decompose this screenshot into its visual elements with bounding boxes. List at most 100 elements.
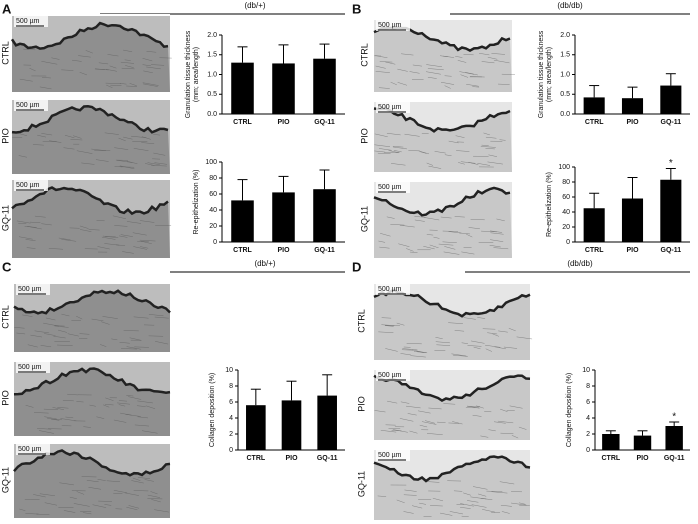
y-tick-label: 2 — [586, 431, 590, 438]
bar — [660, 179, 682, 242]
texture — [378, 148, 392, 151]
texture — [404, 133, 420, 137]
texture — [120, 234, 133, 237]
texture — [377, 495, 387, 497]
texture — [448, 322, 463, 324]
x-tick-label: CTRL — [246, 455, 265, 462]
texture — [146, 66, 161, 70]
texture — [119, 235, 128, 238]
texture — [128, 505, 140, 509]
tissue — [12, 23, 170, 93]
texture — [471, 504, 487, 508]
texture — [468, 162, 479, 165]
texture — [429, 244, 439, 249]
texture — [485, 136, 497, 139]
texture — [37, 428, 52, 430]
y-tick-label: 80 — [209, 175, 217, 182]
texture — [34, 215, 46, 218]
texture — [375, 71, 390, 73]
x-tick-label: CTRL — [585, 247, 604, 254]
texture — [427, 481, 440, 483]
texture — [500, 504, 512, 507]
texture — [92, 504, 107, 508]
texture — [141, 142, 155, 145]
texture — [106, 84, 113, 88]
texture — [144, 479, 154, 482]
y-axis-label: Granulation tissue thickness — [185, 30, 192, 118]
texture — [374, 410, 386, 413]
texture — [81, 162, 95, 165]
texture — [29, 221, 41, 223]
texture — [153, 152, 166, 156]
texture — [448, 140, 459, 144]
y-tick-label: 1.0 — [560, 71, 570, 78]
texture — [477, 163, 491, 166]
texture — [39, 86, 52, 90]
texture — [69, 496, 77, 499]
texture — [430, 505, 443, 507]
texture — [476, 405, 484, 409]
texture — [412, 64, 423, 67]
texture — [107, 54, 119, 57]
texture — [54, 325, 69, 328]
scale-label: 500 µm — [378, 104, 402, 111]
texture — [466, 233, 473, 238]
group-title: (db/db) — [557, 1, 583, 10]
texture — [19, 78, 33, 82]
texture — [40, 345, 52, 348]
texture — [444, 75, 452, 77]
texture — [461, 342, 468, 344]
bar — [313, 189, 336, 242]
texture — [489, 244, 501, 248]
texture — [393, 150, 402, 153]
epidermis — [13, 449, 171, 477]
texture — [435, 341, 450, 344]
texture — [105, 82, 121, 84]
tissue-sky — [374, 18, 512, 20]
y-tick-label: 60 — [562, 194, 570, 201]
texture — [459, 71, 475, 75]
texture — [142, 83, 158, 87]
texture — [119, 166, 135, 168]
y-axis-label: Collagen deposition (%) — [566, 373, 573, 447]
y-axis-label: Collagen deposition (%) — [209, 373, 216, 447]
scale-label: 500 µm — [16, 182, 40, 189]
texture — [133, 148, 149, 151]
texture — [497, 420, 514, 424]
bar — [660, 85, 682, 114]
y-tick-label: 10 — [582, 367, 590, 374]
texture — [374, 150, 386, 153]
texture — [436, 344, 451, 346]
scale-label: 500 µm — [378, 286, 402, 293]
texture — [378, 87, 390, 89]
texture — [53, 335, 66, 339]
texture — [119, 83, 127, 85]
tissue-sky — [374, 368, 530, 370]
scale-label: 500 µm — [18, 286, 42, 293]
row-label: PIO — [0, 390, 10, 406]
texture — [417, 410, 431, 414]
tissue — [374, 456, 530, 520]
texture — [79, 71, 88, 76]
texture — [139, 220, 155, 223]
texture — [392, 146, 404, 148]
texture — [428, 407, 442, 410]
texture — [491, 53, 505, 55]
texture — [455, 135, 465, 138]
tissue-sky — [14, 360, 170, 362]
x-tick-label: GQ-11 — [314, 247, 335, 254]
texture — [454, 216, 465, 218]
row-label: CTRL — [0, 41, 10, 65]
texture — [418, 150, 430, 155]
texture — [482, 509, 496, 513]
texture — [76, 150, 93, 154]
texture — [390, 224, 405, 226]
texture — [151, 499, 161, 503]
texture — [470, 340, 485, 344]
texture — [14, 327, 25, 329]
bar — [621, 198, 644, 242]
texture — [385, 348, 398, 352]
texture — [71, 59, 82, 62]
y-tick-label: 8 — [229, 383, 233, 390]
texture — [390, 81, 397, 86]
